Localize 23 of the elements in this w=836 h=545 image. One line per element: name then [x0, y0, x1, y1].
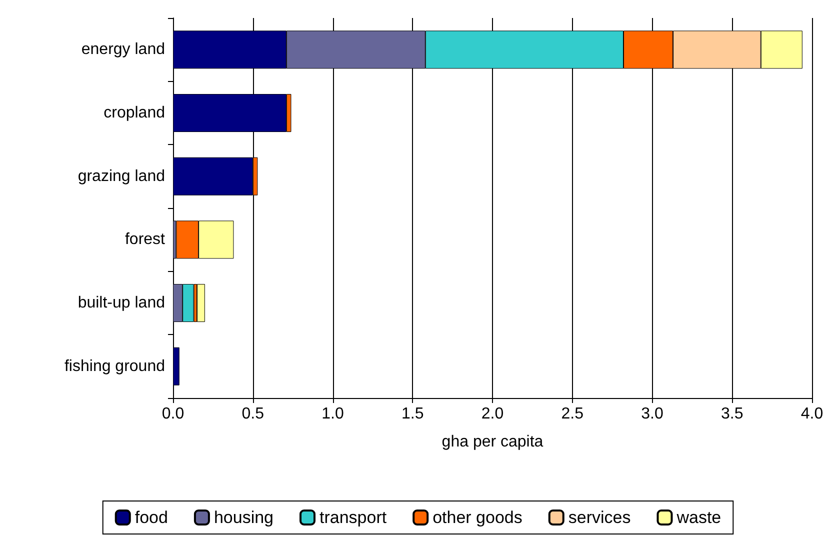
y-tick-label: cropland [104, 104, 165, 122]
legend-label: food [134, 508, 168, 527]
y-tick-label: built-up land [78, 294, 165, 312]
y-tick-label: forest [124, 231, 166, 248]
x-tick-label: 1.5 [402, 406, 424, 422]
legend-label: housing [214, 508, 274, 527]
legend-label: other goods [432, 508, 522, 527]
legend-label: waste [676, 508, 722, 527]
x-tick-label: 2.5 [561, 406, 584, 422]
bar [196, 284, 205, 322]
legend-label: services [568, 508, 631, 527]
x-tick-label: 3.0 [641, 406, 664, 422]
y-tick-label: fishing ground [64, 358, 165, 375]
x-tick-label: 1.0 [322, 406, 344, 422]
x-tick-label: 0.0 [162, 406, 184, 422]
y-tick-label: grazing land [78, 168, 165, 185]
x-axis-title: gha per capita [442, 434, 544, 450]
x-tick-label: 0.5 [242, 406, 264, 422]
x-tick-label: 2.0 [481, 406, 504, 422]
x-tick-label: 3.5 [721, 406, 744, 422]
legend-label: transport [320, 508, 387, 527]
y-tick-label: energy land [81, 41, 165, 58]
x-tick-label: 4.0 [800, 406, 824, 422]
